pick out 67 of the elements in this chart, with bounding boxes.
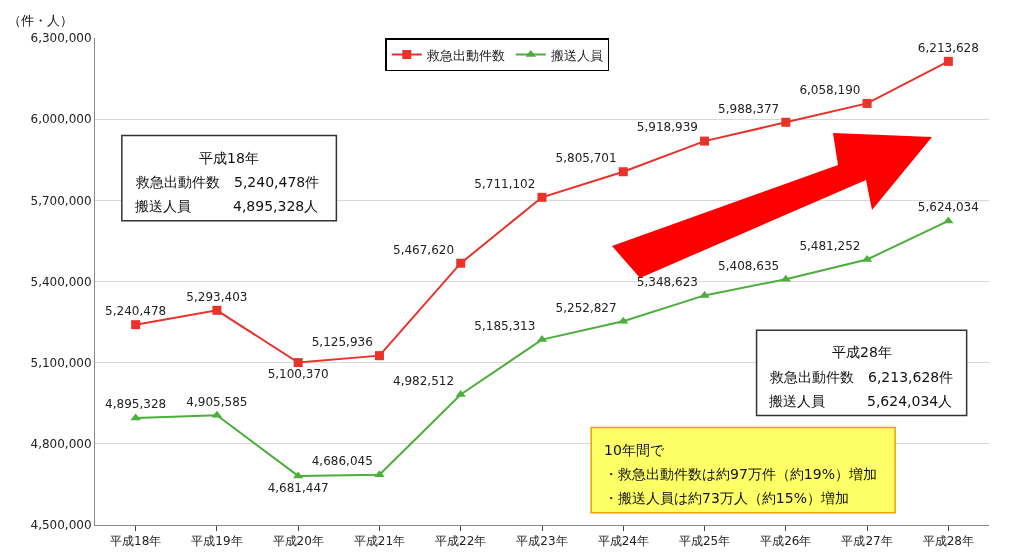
point (618, 167, 628, 177)
y-tick-label: 5,400,000 (30, 274, 92, 289)
point (212, 305, 222, 315)
x-tick-label: 平成25年 (678, 534, 731, 549)
data-label: 4,681,447 (267, 480, 329, 495)
legend-label: 搬送人員 (550, 47, 603, 63)
data-label: 5,805,701 (555, 151, 617, 166)
annotation: 救急出動件数 6,213,628件 (769, 369, 954, 385)
data-label: 5,711,102 (474, 176, 536, 191)
point (456, 258, 466, 268)
y-tick-label: 5,700,000 (30, 193, 92, 208)
point (455, 389, 466, 397)
data-label: 5,240,478 (105, 304, 167, 319)
point (862, 98, 872, 108)
y-axis-title: （件・人） (8, 13, 73, 28)
annotation: 救急出動件数 5,240,478件 (135, 174, 320, 190)
data-label: 5,467,620 (393, 242, 455, 257)
annotation: ・救急出動件数は約97万件（約19%）増加 (604, 466, 877, 482)
data-label: 6,213,628 (917, 40, 979, 55)
data-label: 5,185,313 (474, 318, 536, 333)
y-tick-label: 5,100,000 (30, 355, 92, 370)
data-label: 5,100,370 (267, 367, 329, 382)
annotation: 搬送人員 5,624,034人 (769, 393, 953, 409)
data-label: 5,988,377 (718, 101, 780, 116)
point (943, 216, 954, 224)
x-tick-label: 平成24年 (597, 534, 649, 549)
point (374, 351, 384, 361)
data-label: 5,918,939 (636, 120, 698, 135)
point (131, 320, 141, 330)
x-tick-label: 平成28年 (922, 534, 974, 549)
x-tick-label: 平成22年 (435, 534, 487, 549)
data-label: 5,624,034 (917, 200, 979, 215)
data-label: 5,348,623 (636, 274, 698, 289)
y-tick-label: 6,000,000 (30, 112, 92, 127)
x-tick-label: 平成27年 (841, 534, 893, 549)
annotation: 搬送人員 4,895,328人 (135, 198, 319, 214)
x-tick-label: 平成18年 (110, 534, 162, 549)
point (699, 290, 710, 298)
annotation: 10年間で (604, 442, 665, 458)
data-label: 4,982,512 (393, 373, 455, 388)
annotation: 平成28年 (832, 344, 892, 360)
y-tick-label: 6,300,000 (30, 31, 92, 46)
point (293, 358, 303, 368)
data-label: 4,895,328 (105, 397, 167, 412)
legend-label: 救急出動件数 (425, 47, 505, 63)
point (700, 136, 710, 146)
point (537, 192, 547, 202)
data-label: 5,408,635 (718, 258, 780, 273)
x-tick-label: 平成21年 (353, 534, 406, 549)
x-tick-label: 平成23年 (516, 534, 568, 549)
point (618, 316, 629, 324)
data-label: 5,481,252 (799, 238, 861, 253)
x-tick-label: 平成26年 (760, 534, 812, 549)
data-label: 4,686,045 (311, 454, 373, 469)
x-tick-label: 平成19年 (191, 534, 243, 549)
x-tick-label: 平成20年 (272, 534, 324, 549)
y-tick-label: 4,500,000 (30, 518, 92, 533)
data-label: 5,125,936 (311, 335, 373, 350)
y-tick-label: 4,800,000 (30, 437, 92, 452)
data-label: 5,293,403 (186, 289, 248, 304)
data-label: 5,252,827 (555, 300, 617, 315)
annotation: ・搬送人員は約73万人（約15%）増加 (604, 490, 849, 506)
annotation: 平成18年 (199, 150, 259, 166)
point (781, 117, 791, 127)
data-label: 6,058,190 (799, 82, 861, 97)
data-label: 4,905,585 (186, 394, 248, 409)
point (943, 56, 953, 66)
